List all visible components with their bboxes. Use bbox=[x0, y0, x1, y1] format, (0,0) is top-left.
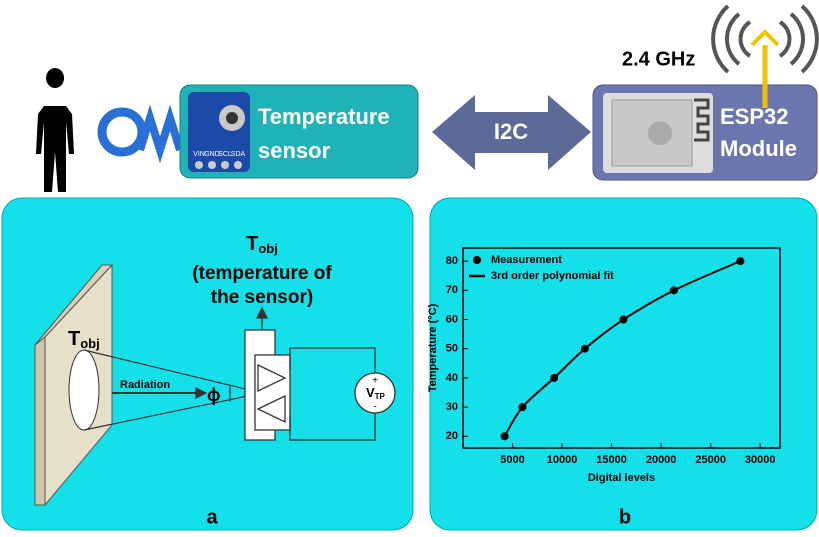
x-tick-label: 5000 bbox=[500, 454, 524, 466]
human-icon bbox=[36, 68, 74, 192]
panel-a-title: the sensor) bbox=[211, 287, 313, 308]
module-label: ESP32 bbox=[720, 104, 789, 129]
radiation-label: Radiation bbox=[120, 379, 170, 391]
esp32-chip bbox=[603, 93, 713, 173]
pin-label: VIN bbox=[193, 151, 205, 158]
x-axis-label: Digital levels bbox=[588, 472, 655, 484]
logo bbox=[102, 112, 180, 152]
legend-label: Measurement bbox=[491, 254, 562, 266]
panel-a-title: (temperature of bbox=[192, 263, 332, 284]
panel-label: a bbox=[206, 506, 218, 528]
x-tick-label: 30000 bbox=[745, 454, 776, 466]
figure: VIN GND SCL SDA Temperature sensor I2C E… bbox=[0, 0, 819, 532]
module-label: Module bbox=[720, 136, 797, 161]
y-axis-label: Temperature (°C) bbox=[427, 303, 439, 392]
y-tick-label: 40 bbox=[446, 372, 458, 384]
x-tick-label: 25000 bbox=[695, 454, 726, 466]
x-tick-label: 10000 bbox=[547, 454, 578, 466]
panel-label: b bbox=[619, 506, 631, 528]
y-tick-label: 50 bbox=[446, 343, 458, 355]
x-tick-label: 20000 bbox=[646, 454, 677, 466]
legend-swatch bbox=[473, 256, 481, 264]
y-tick-label: 70 bbox=[446, 284, 458, 296]
sensor-label: Temperature bbox=[258, 104, 390, 129]
sensor-label: sensor bbox=[258, 138, 331, 163]
legend-label: 3rd order polynomial fit bbox=[491, 270, 614, 282]
x-tick-label: 15000 bbox=[596, 454, 627, 466]
pin-label: SDA bbox=[231, 151, 246, 158]
object-spot bbox=[69, 350, 99, 430]
sensor-board: VIN GND SCL SDA bbox=[188, 92, 250, 172]
y-tick-label: 20 bbox=[446, 430, 458, 442]
angle-symbol: ϕ bbox=[207, 385, 221, 405]
object-side bbox=[35, 337, 45, 505]
y-tick-label: 30 bbox=[446, 401, 458, 413]
minus-sign: - bbox=[373, 402, 376, 413]
y-tick-label: 60 bbox=[446, 313, 458, 325]
y-tick-label: 80 bbox=[446, 255, 458, 267]
bus-label: I2C bbox=[494, 119, 528, 144]
frequency: 2.4 GHz bbox=[622, 48, 695, 70]
